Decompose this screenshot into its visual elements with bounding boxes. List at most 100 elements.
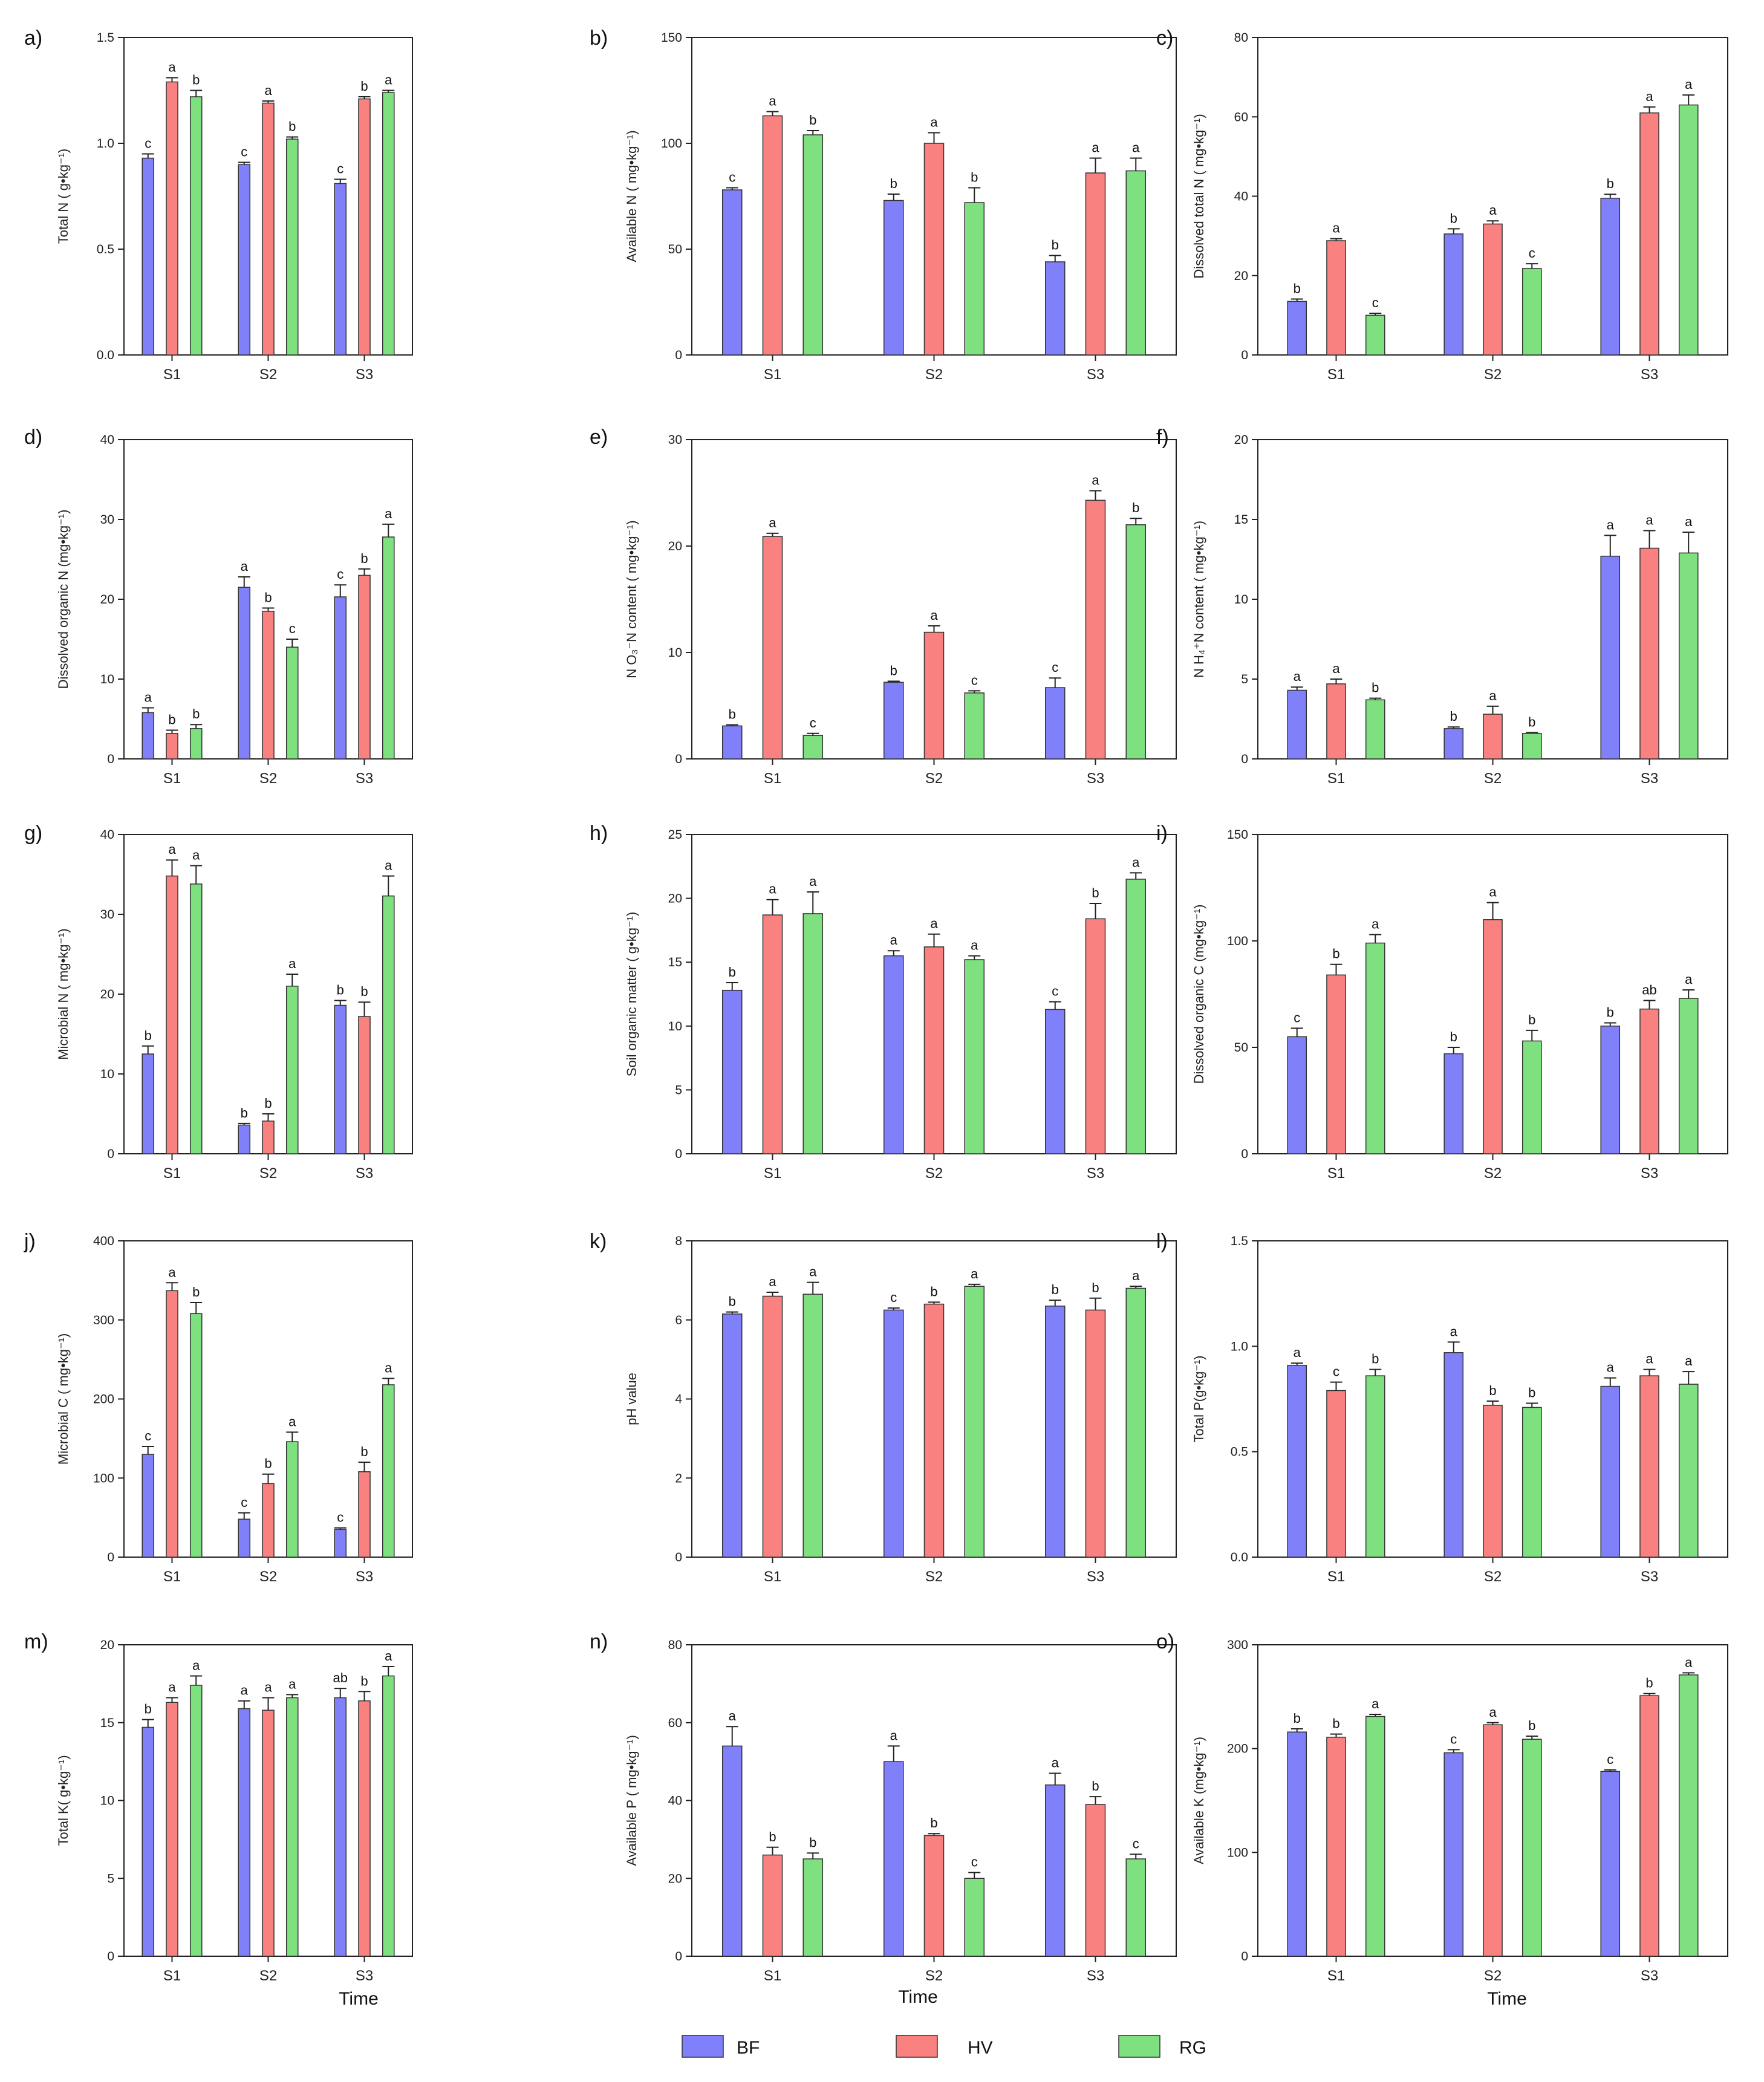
y-tick-label: 300: [1227, 1638, 1248, 1652]
significance-letter: c: [1294, 1010, 1300, 1025]
significance-letter: b: [337, 983, 344, 998]
significance-letter: a: [385, 1361, 392, 1376]
bar-bf: [334, 1697, 347, 1957]
bar-rg: [802, 134, 824, 356]
legend-swatch-bf: [682, 2035, 724, 2058]
bar-bf: [721, 189, 743, 356]
bar-bf: [238, 1708, 251, 1957]
significance-letter: a: [1132, 854, 1140, 870]
bar-rg: [189, 1313, 203, 1558]
y-tick-label: 0: [107, 752, 114, 766]
bar-hv: [762, 1295, 783, 1558]
y-axis-label: Total P(g•kg⁻¹): [1191, 1355, 1206, 1442]
y-tick-label: 200: [93, 1393, 114, 1407]
x-tick-label: S1: [163, 1968, 181, 1984]
y-tick-label: 0: [675, 752, 682, 766]
y-axis-label: N O₃⁻N content ( mg•kg⁻¹): [624, 520, 639, 678]
x-tick-label: S1: [764, 1968, 781, 1984]
bar-rg: [189, 96, 203, 356]
significance-letter: b: [729, 965, 736, 980]
y-tick-label: 10: [668, 646, 682, 660]
bar-rg: [1522, 1739, 1542, 1957]
y-tick-label: 0: [1241, 1950, 1248, 1963]
significance-letter: a: [1607, 1360, 1615, 1375]
y-tick-label: 40: [100, 433, 114, 447]
significance-letter: a: [1607, 517, 1615, 532]
significance-letter: b: [192, 73, 200, 88]
y-tick-label: 30: [100, 908, 114, 922]
significance-letter: a: [168, 1680, 176, 1695]
significance-letter: c: [1052, 660, 1058, 675]
x-tick-label: S1: [1327, 1968, 1345, 1984]
significance-letter: a: [1092, 472, 1099, 487]
bar-rg: [1522, 733, 1542, 760]
y-tick-label: 60: [1234, 110, 1248, 124]
significance-letter: a: [1645, 512, 1653, 527]
bar-rg: [1522, 1040, 1542, 1154]
bar-hv: [923, 1303, 945, 1558]
y-tick-label: 60: [668, 1716, 682, 1730]
significance-letter: b: [1528, 1385, 1535, 1400]
bar-bf: [1443, 728, 1464, 760]
significance-letter: a: [288, 1676, 296, 1691]
significance-letter: c: [1372, 295, 1379, 310]
significance-letter: b: [360, 551, 368, 566]
x-tick-label: S2: [259, 1968, 277, 1984]
x-tick-label: S2: [1484, 366, 1502, 383]
x-tick-label: S3: [1087, 1165, 1104, 1182]
bar-hv: [1326, 240, 1346, 356]
y-tick-label: 0.5: [97, 242, 114, 256]
bar-bf: [883, 200, 904, 356]
x-tick-label: S1: [1327, 366, 1345, 383]
significance-letter: a: [769, 882, 776, 897]
bar-hv: [762, 1854, 783, 1957]
bar-bf: [1443, 233, 1464, 356]
significance-letter: b: [1052, 1282, 1059, 1297]
y-tick-label: 10: [100, 672, 114, 686]
legend-swatch-hv: [896, 2035, 938, 2058]
panel-j: j) 0 100 200 300 400 Microbial C ( mg•kg⁻¹) S1 c…: [24, 1230, 413, 1585]
x-tick-label: S3: [1641, 1569, 1658, 1585]
significance-letter: b: [890, 176, 897, 191]
significance-letter: c: [1052, 984, 1058, 999]
panel-label: o): [1156, 1630, 1174, 1653]
panel-label: e): [590, 426, 608, 449]
bar-rg: [1522, 268, 1542, 356]
bar-bf: [238, 164, 251, 356]
significance-letter: b: [930, 1815, 937, 1830]
bar-bf: [1287, 1364, 1307, 1558]
significance-letter: a: [809, 874, 817, 889]
bar-bf: [238, 1124, 251, 1154]
bar-hv: [1483, 1405, 1503, 1558]
significance-letter: b: [264, 1096, 272, 1111]
significance-letter: b: [1132, 500, 1139, 515]
significance-letter: a: [1294, 669, 1301, 684]
y-tick-label: 25: [668, 828, 682, 842]
significance-letter: c: [1133, 1836, 1139, 1851]
bar-hv: [1085, 172, 1106, 356]
y-tick-label: 1.0: [97, 137, 114, 151]
x-tick-label: S3: [1641, 366, 1658, 383]
significance-letter: b: [890, 663, 897, 678]
bar-rg: [285, 138, 299, 356]
x-tick-label: S2: [259, 770, 277, 787]
bar-hv: [166, 81, 178, 356]
x-tick-label: S1: [764, 1165, 781, 1182]
bar-bf: [1600, 1026, 1621, 1154]
y-tick-label: 0: [107, 1147, 114, 1161]
panel-label: j): [24, 1230, 36, 1253]
x-tick-label: S1: [1327, 1165, 1345, 1182]
significance-letter: b: [971, 170, 978, 185]
significance-letter: a: [385, 506, 392, 521]
y-axis-label: Total K( g•kg⁻¹): [56, 1755, 71, 1846]
bar-bf: [721, 725, 743, 760]
significance-letter: b: [1092, 1280, 1099, 1295]
bar-hv: [1483, 714, 1503, 760]
significance-letter: c: [241, 145, 247, 160]
x-tick-label: S2: [259, 1165, 277, 1182]
y-tick-label: 10: [1234, 593, 1248, 607]
y-axis-label: Available N ( mg•kg⁻¹): [624, 130, 639, 262]
bar-bf: [1287, 1036, 1307, 1154]
